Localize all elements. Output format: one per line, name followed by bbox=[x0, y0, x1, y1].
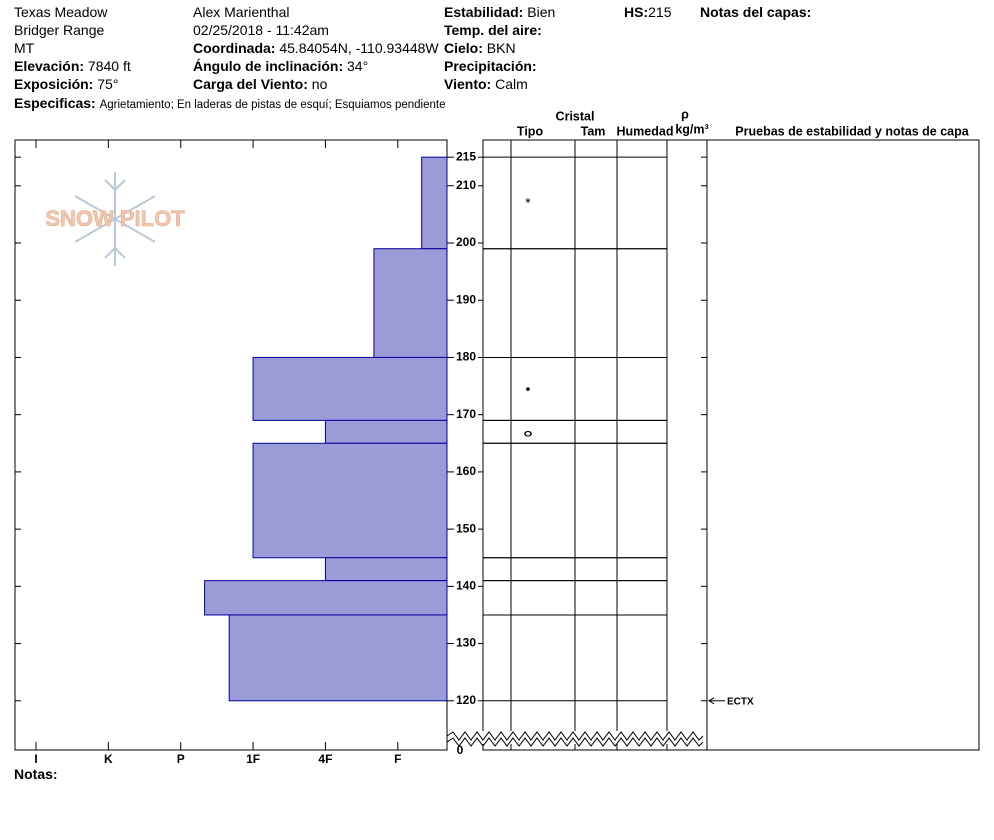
label: Elevación: bbox=[14, 58, 85, 74]
ground-label: 0 bbox=[457, 743, 464, 757]
col-tests: Pruebas de estabilidad y notas de capa bbox=[735, 124, 969, 138]
x-tick-label: 1F bbox=[246, 752, 260, 766]
label: Notas: bbox=[14, 766, 58, 782]
y-tick-label: 130 bbox=[456, 636, 476, 650]
hs: HS:215 bbox=[624, 4, 671, 20]
wind: Viento: Calm bbox=[444, 76, 528, 92]
sky: Cielo: BKN bbox=[444, 40, 516, 56]
layer-notes: Notas del capas: bbox=[700, 4, 811, 20]
value: no bbox=[311, 76, 328, 92]
y-tick-label: 215 bbox=[456, 149, 476, 163]
hardness-bar bbox=[324, 419, 448, 444]
col-crystal: Cristal bbox=[556, 109, 595, 123]
location: Texas Meadow bbox=[14, 4, 108, 20]
grain-type: ⴰ bbox=[523, 424, 532, 440]
logo-text: SNOW PILOT bbox=[45, 206, 185, 231]
label: Ángulo de inclinación: bbox=[193, 58, 344, 74]
col-size: Tam bbox=[581, 124, 606, 138]
x-tick-label: I bbox=[34, 752, 37, 766]
observer: Alex Marienthal bbox=[193, 4, 290, 20]
value: 45.84054N, -110.93448W bbox=[279, 40, 439, 56]
x-tick-label: F bbox=[394, 752, 401, 766]
value: Agrietamiento; En laderas de pistas de e… bbox=[99, 99, 446, 111]
col-density-symbol: ρ bbox=[681, 107, 689, 121]
y-tick-label: 190 bbox=[456, 292, 476, 306]
label: Precipitación: bbox=[444, 58, 537, 74]
hardness-bar bbox=[204, 580, 448, 616]
x-tick-label: P bbox=[177, 752, 185, 766]
value: 7840 ft bbox=[87, 58, 131, 74]
y-tick-label: 200 bbox=[456, 235, 476, 249]
specifics: Especificas: Agrietamiento; En laderas d… bbox=[14, 95, 445, 113]
value: 34° bbox=[347, 58, 369, 74]
y-tick-label: 140 bbox=[456, 579, 476, 593]
slope-angle: Ángulo de inclinación: 34° bbox=[193, 58, 368, 74]
label: Exposición: bbox=[14, 76, 94, 92]
hardness-bar bbox=[228, 614, 448, 702]
col-moisture: Humedad bbox=[617, 124, 674, 138]
label: Notas del capas: bbox=[700, 4, 812, 20]
label: Especificas: bbox=[14, 95, 96, 111]
test-label: ECTX bbox=[727, 696, 754, 707]
label: Estabilidad: bbox=[444, 4, 524, 20]
y-tick-label: 150 bbox=[456, 521, 476, 535]
state: MT bbox=[14, 40, 35, 56]
hardness-bar bbox=[252, 442, 448, 559]
value: Bien bbox=[527, 4, 556, 20]
test-arrowhead bbox=[708, 697, 715, 705]
logo bbox=[74, 172, 156, 266]
grain-type: • bbox=[526, 381, 531, 397]
table-columns bbox=[446, 140, 708, 750]
coordinates: Coordinada: 45.84054N, -110.93448W bbox=[193, 40, 439, 56]
hardness-bar bbox=[421, 156, 448, 250]
notes: Notas: bbox=[14, 766, 58, 782]
axis-break bbox=[446, 731, 706, 747]
datetime: 02/25/2018 - 11:42am bbox=[193, 22, 329, 38]
y-tick-label: 120 bbox=[456, 693, 476, 707]
y-tick-label: 210 bbox=[456, 178, 476, 192]
label: Carga del Viento: bbox=[193, 76, 308, 92]
hardness-bar bbox=[324, 557, 448, 582]
y-tick-label: 170 bbox=[456, 407, 476, 421]
value: BKN bbox=[486, 40, 516, 56]
hardness-bar bbox=[252, 356, 448, 421]
label: Temp. del aire: bbox=[444, 22, 542, 38]
label: Coordinada: bbox=[193, 40, 276, 56]
x-tick-label: K bbox=[104, 752, 113, 766]
col-density-unit: kg/m³ bbox=[675, 122, 708, 136]
value: 75° bbox=[97, 76, 119, 92]
label: Cielo: bbox=[444, 40, 483, 56]
value: Calm bbox=[495, 76, 528, 92]
value: 215 bbox=[648, 4, 672, 20]
aspect: Exposición: 75° bbox=[14, 76, 118, 92]
range: Bridger Range bbox=[14, 22, 105, 38]
y-tick-label: 160 bbox=[456, 464, 476, 478]
label: HS: bbox=[624, 4, 649, 20]
y-tick-label: 180 bbox=[456, 350, 476, 364]
wind-loading: Carga del Viento: no bbox=[193, 76, 327, 92]
col-type: Tipo bbox=[517, 124, 544, 138]
elevation: Elevación: 7840 ft bbox=[14, 58, 131, 74]
grain-type: * bbox=[525, 195, 531, 211]
x-tick-label: 4F bbox=[318, 752, 332, 766]
table-frame bbox=[482, 139, 980, 751]
precipitation: Precipitación: bbox=[444, 58, 537, 74]
hardness-bar bbox=[373, 248, 448, 358]
air-temp: Temp. del aire: bbox=[444, 22, 542, 38]
label: Viento: bbox=[444, 76, 492, 92]
stability: Estabilidad: Bien bbox=[444, 4, 555, 20]
